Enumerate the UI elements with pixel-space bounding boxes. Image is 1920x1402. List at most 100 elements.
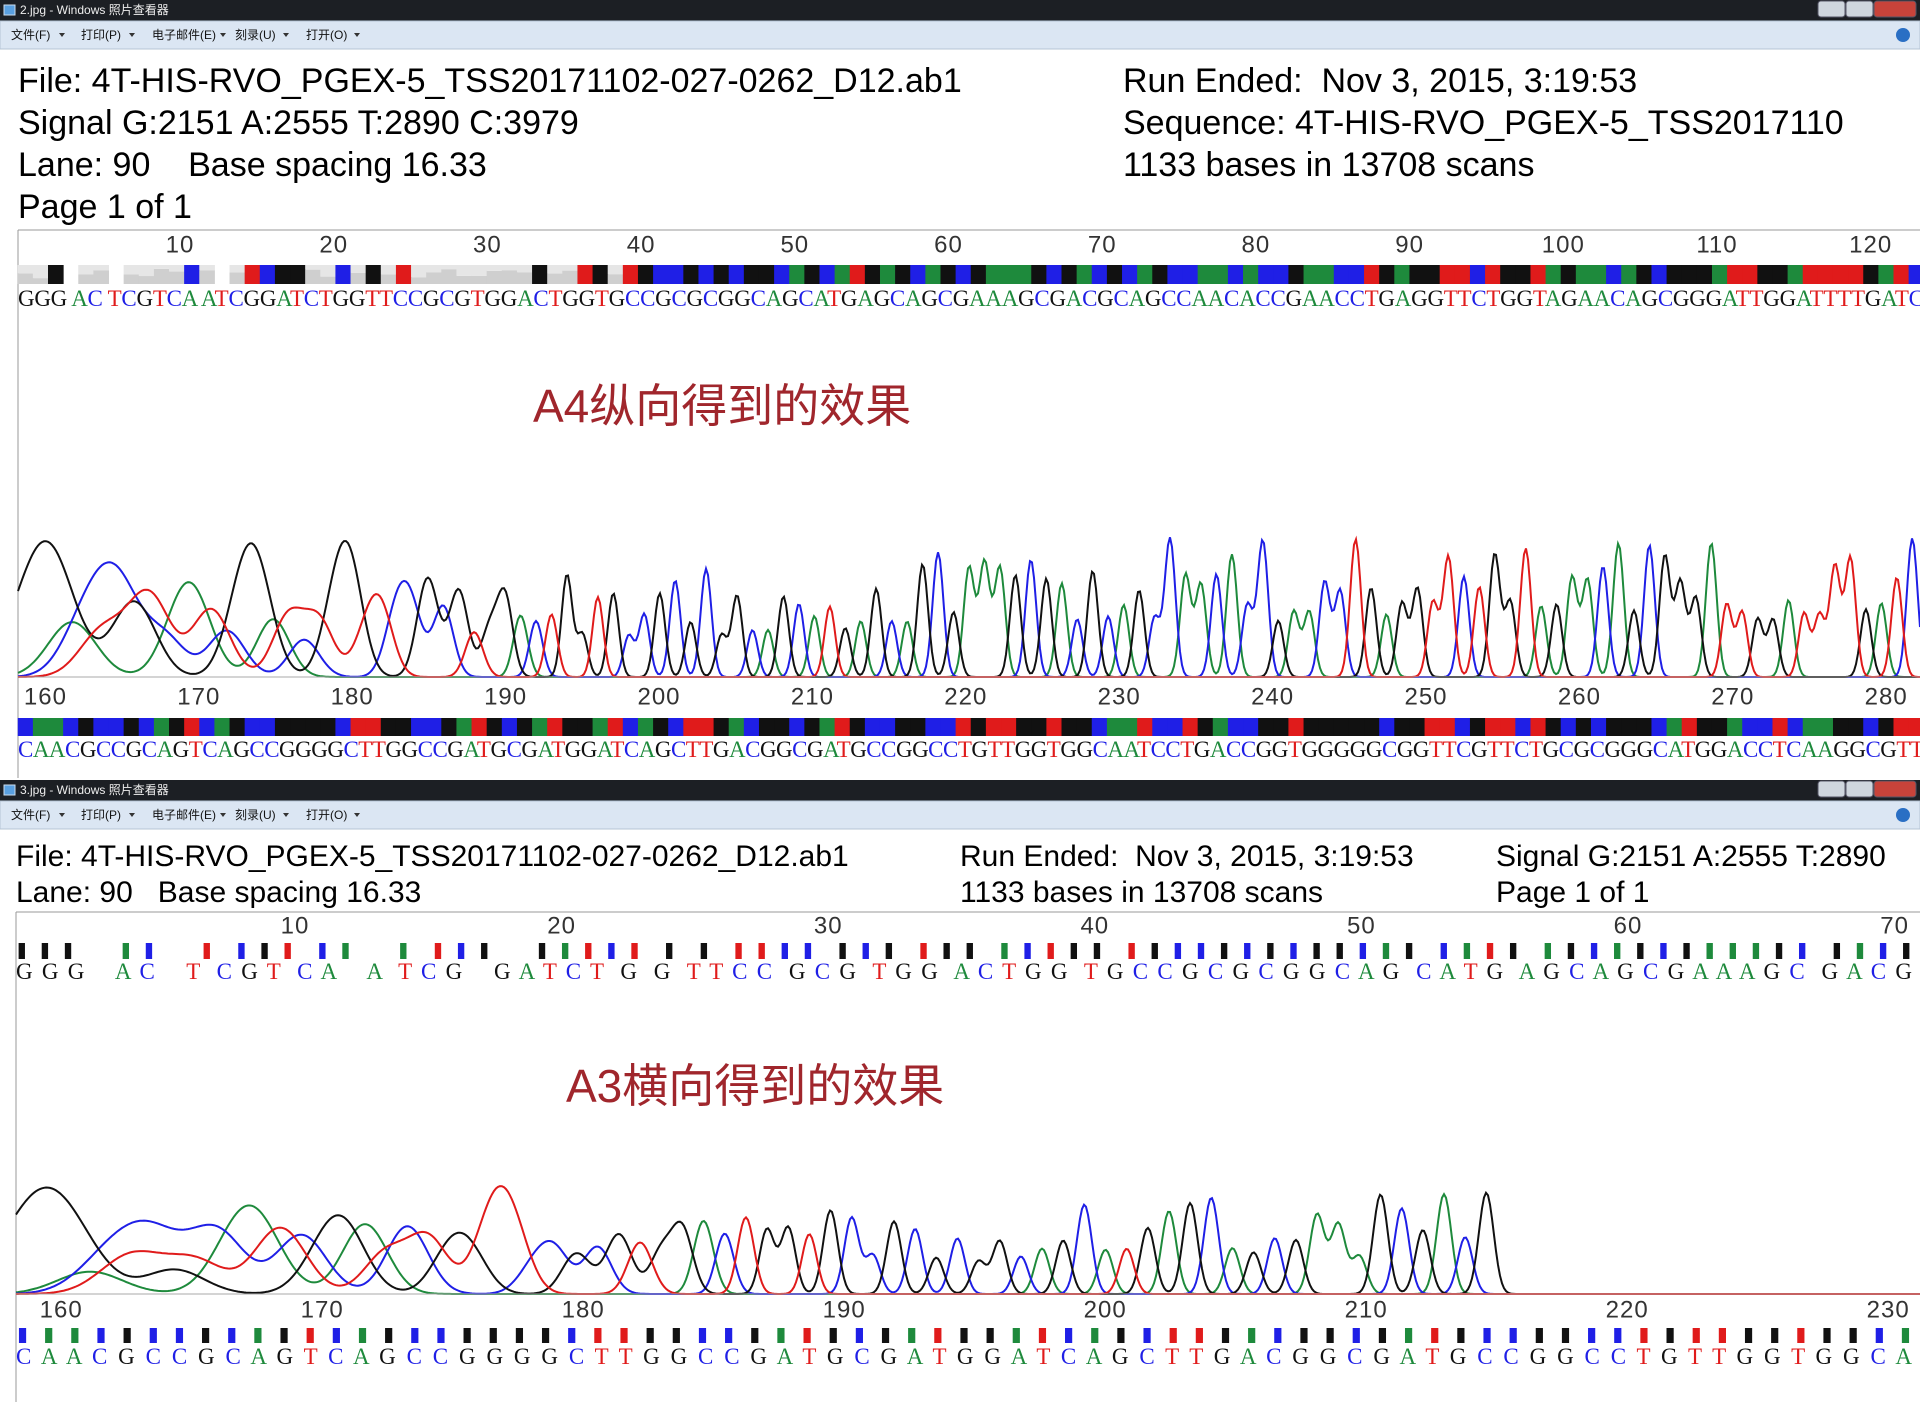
quality-bar [758, 943, 765, 959]
quality-bar [698, 718, 715, 736]
quality-bar [562, 718, 578, 736]
window-close-button[interactable] [1873, 0, 1917, 18]
menu-item[interactable]: 打开(O) [306, 28, 347, 42]
quality-bar [486, 718, 503, 736]
quality-bar [1182, 718, 1199, 736]
quality-bar [735, 943, 742, 959]
quality-bar [1061, 265, 1078, 284]
window-min-button[interactable] [1817, 780, 1846, 798]
menu-item[interactable]: 打印(P) [81, 28, 121, 42]
quality-bar [365, 265, 382, 284]
quality-bar [1742, 718, 1758, 736]
quality-bar [319, 943, 326, 959]
quality-bar [1070, 943, 1078, 959]
window-min-button[interactable] [1817, 0, 1846, 18]
ruler-number: 160 [24, 683, 67, 710]
menu-item[interactable]: 刻录(U) [235, 808, 276, 822]
ruler-number: 50 [1347, 912, 1376, 939]
quality-bar [1718, 1328, 1726, 1343]
menu-item[interactable]: 刻录(U) [235, 28, 276, 42]
quality-bar-bg [78, 265, 94, 275]
quality-bar [332, 1328, 340, 1343]
menu-item[interactable]: 打开(O) [306, 808, 347, 822]
trace [15, 1192, 1920, 1295]
quality-bar [93, 270, 110, 284]
help-button[interactable] [1896, 28, 1910, 42]
ruler-number: 60 [1614, 912, 1643, 939]
quality-bar [380, 718, 397, 736]
quality-bar [175, 1328, 184, 1343]
quality-bar [1757, 718, 1773, 736]
quality-bar [1151, 943, 1158, 959]
ruler-number: 10 [281, 912, 310, 939]
quality-bar [1856, 943, 1864, 959]
window-max-button[interactable] [1845, 0, 1874, 18]
quality-bar [350, 718, 367, 736]
quality-bar [1457, 1328, 1465, 1343]
quality-bar [18, 943, 25, 959]
menu-item[interactable]: 打印(P) [81, 808, 121, 822]
quality-bar [1359, 943, 1367, 959]
quality-bar [335, 265, 352, 284]
quality-bar [1424, 265, 1441, 284]
quality-bar [434, 943, 442, 959]
quality-bar [1903, 943, 1910, 959]
quality-bar [1775, 943, 1783, 959]
quality-bar [1878, 718, 1894, 736]
quality-bar [1711, 718, 1728, 736]
quality-bar [700, 943, 708, 959]
ruler-number: 40 [1080, 912, 1109, 939]
menu-item[interactable]: 电子邮件(E) [152, 28, 216, 42]
quality-bar [804, 718, 820, 736]
quality-bar [64, 943, 72, 959]
quality-bar [1221, 1328, 1230, 1343]
window-max-button[interactable] [1845, 780, 1874, 798]
quality-bar [199, 718, 215, 736]
quality-bar [1431, 1328, 1439, 1343]
base-sequence: CAACGCCGCAGTCAGCCGGGGCTTGGCCGATGCGATGGAT… [18, 737, 1920, 762]
quality-bar [48, 718, 64, 736]
quality-bar [1621, 718, 1637, 736]
quality-bar [777, 1328, 785, 1343]
quality-bar [1544, 943, 1552, 959]
quality-bar [1560, 265, 1577, 284]
menu-item[interactable]: 文件(F) [11, 807, 50, 822]
quality-bar [411, 718, 427, 736]
quality-bar [122, 943, 130, 959]
quality-bar [1706, 943, 1713, 959]
menu-item[interactable]: 文件(F) [11, 27, 50, 42]
quality-bar [1832, 718, 1849, 736]
quality-bar [592, 265, 609, 284]
window-close-button[interactable] [1873, 780, 1917, 798]
quality-bar [646, 1328, 654, 1343]
quality-bar [1093, 943, 1101, 959]
quality-bar [290, 718, 306, 736]
quality-bar [1001, 718, 1017, 736]
quality-bar [1545, 265, 1562, 284]
quality-bar [1348, 718, 1365, 736]
quality-bar [1046, 265, 1063, 284]
quality-bar [864, 718, 881, 736]
quality-bar [713, 718, 730, 736]
quality-bar [93, 718, 110, 736]
quality-bar [758, 265, 775, 284]
quality-bar [199, 270, 215, 284]
quality-bar [1772, 265, 1789, 284]
quality-bar [1901, 1328, 1910, 1343]
quality-bar [1333, 265, 1350, 284]
header-line: Sequence: 4T-HIS-RVO_PGEX-5_TSS2017110 [1123, 104, 1844, 142]
quality-bar [342, 943, 349, 959]
quality-bar [123, 1328, 131, 1343]
quality-bar [1863, 265, 1879, 284]
menu-item[interactable]: 电子邮件(E) [152, 808, 216, 822]
quality-bar [1483, 1328, 1491, 1343]
quality-bar [481, 943, 488, 959]
quality-bar [1258, 265, 1274, 284]
quality-bar [910, 265, 926, 284]
quality-bar [1752, 943, 1760, 959]
ruler-number: 20 [319, 231, 348, 258]
quality-bar [920, 943, 927, 959]
quality-bar [202, 1328, 210, 1343]
quality-bar [594, 1328, 602, 1343]
help-button[interactable] [1896, 808, 1910, 822]
